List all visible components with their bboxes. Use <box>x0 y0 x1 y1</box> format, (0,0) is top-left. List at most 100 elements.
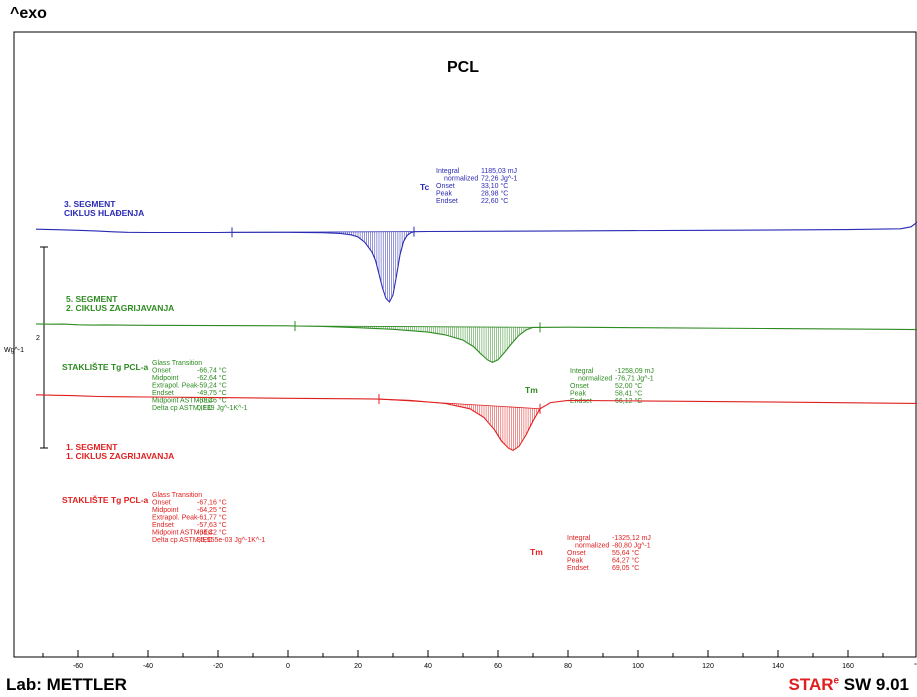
y-axis-label: Wg^-1 <box>4 347 24 354</box>
glass-result-label: Midpoint <box>152 507 179 514</box>
x-tick-label: 20 <box>354 663 362 670</box>
result-label: normalized <box>444 176 478 183</box>
series-line <box>35 221 917 303</box>
star-text: STAR <box>788 675 834 694</box>
segment-label: 1. SEGMENT <box>66 442 118 452</box>
segment-label: 1. CIKLUS ZAGRIJAVANJA <box>66 451 174 461</box>
result-label: Onset <box>436 183 455 190</box>
result-label: Endset <box>436 198 458 205</box>
glass-result-value: -62,64 °C <box>197 374 227 382</box>
result-value: -1258,09 mJ <box>615 368 654 375</box>
chart-title: PCL <box>447 59 479 76</box>
x-tick-label: 40 <box>424 663 432 670</box>
x-tick-label: -40 <box>143 663 153 670</box>
result-value: 69,05 °C <box>612 564 639 572</box>
x-tick-label: 60 <box>494 663 502 670</box>
result-value: 28,98 °C <box>481 190 508 198</box>
result-label: Endset <box>570 398 592 405</box>
plot-frame <box>13 31 917 658</box>
result-label: Integral <box>567 535 591 542</box>
peak-label: Tm <box>530 547 543 557</box>
exo-direction-label: ^exo <box>10 5 47 22</box>
x-tick-label: 80 <box>564 663 572 670</box>
result-label: Endset <box>567 565 589 572</box>
glass-result-value: -49,75 °C <box>197 389 227 397</box>
result-value: 22,60 °C <box>481 197 508 205</box>
integration-baseline <box>294 325 541 328</box>
segment-label: 2. CIKLUS ZAGRIJAVANJA <box>66 303 174 313</box>
result-label: Peak <box>570 391 586 398</box>
y-scale-value: 2 <box>36 335 40 342</box>
result-label: Integral <box>570 368 594 375</box>
peak-label: Tc <box>420 182 430 192</box>
glass-result-value: -66,74 °C <box>197 367 227 375</box>
x-tick-label: 0 <box>286 663 290 670</box>
result-value: 52,00 °C <box>615 382 642 390</box>
integration-baseline <box>231 231 415 233</box>
result-label: Onset <box>570 383 589 390</box>
result-value: 58,41 °C <box>615 390 642 398</box>
glass-result-label: Onset <box>152 500 171 507</box>
result-value: 33,10 °C <box>481 182 508 190</box>
glass-result-label: Endset <box>152 390 174 397</box>
glass-result-label: Midpoint ASTM,IEC <box>152 530 213 537</box>
result-label: Peak <box>436 191 452 198</box>
glass-result-value: -61,77 °C <box>197 514 227 522</box>
peak-label: Tm <box>525 385 538 395</box>
result-label: normalized <box>575 543 609 550</box>
result-label: Onset <box>567 550 586 557</box>
glass-result-label: Onset <box>152 368 171 375</box>
x-tick-label: 160 <box>842 663 854 670</box>
glass-result-label: Extrapol. Peak <box>152 515 198 522</box>
x-tick-label: 120 <box>702 663 714 670</box>
result-value: -1325,12 mJ <box>612 535 651 542</box>
glass-result-value: -59,24 °C <box>197 382 227 390</box>
integration-baseline <box>378 398 541 410</box>
result-value: 64,27 °C <box>612 557 639 565</box>
lab-label: Lab: METTLER <box>6 675 127 694</box>
result-value: 55,64 °C <box>612 549 639 557</box>
glass-result-value: -64,42 °C <box>197 529 227 537</box>
x-tick-label: 140 <box>772 663 784 670</box>
glass-result-value: -64,25 °C <box>197 506 227 514</box>
x-axis: -60 -40 -20 0 20 40 60 80 100 120 140 160 °C <box>42 650 917 670</box>
result-value: 1185,03 mJ <box>481 168 517 175</box>
result-label: normalized <box>578 376 612 383</box>
glass-result-label: Midpoint ASTM,IEC <box>152 398 213 405</box>
glass-result-label: Glass Transition <box>152 492 202 499</box>
software-version: STARe SW 9.01 <box>789 675 910 695</box>
glass-result-value: -57,63 °C <box>197 521 227 529</box>
result-label: Peak <box>567 558 583 565</box>
segment-label: 3. SEGMENT <box>64 199 116 209</box>
result-label: Integral <box>436 168 460 175</box>
segment-label: 5. SEGMENT <box>66 294 118 304</box>
glass-transition-label: STAKLIŠTE Tg PCL-a <box>62 361 149 372</box>
series-line <box>35 394 917 452</box>
y-scale-bar: 2 Wg^-1 <box>4 246 48 449</box>
result-value: 72,26 Jg^-1 <box>481 176 517 183</box>
x-tick-label: -60 <box>73 663 83 670</box>
glass-result-label: Endset <box>152 522 174 529</box>
glass-result-value: -63,46 °C <box>197 397 227 405</box>
glass-result-label: Delta cp ASTM,IEC <box>152 405 212 412</box>
glass-result-label: Extrapol. Peak <box>152 383 198 390</box>
segment-label: CIKLUS HLAĐENJA <box>64 208 144 218</box>
result-value: -76,71 Jg^-1 <box>615 376 654 383</box>
glass-transition-label: STAKLIŠTE Tg PCL-a <box>62 494 149 505</box>
glass-result-label: Delta cp ASTM,IEC <box>152 537 212 544</box>
glass-result-label: Midpoint <box>152 375 179 382</box>
series-line <box>35 323 917 364</box>
glass-result-value: -67,16 °C <box>197 499 227 507</box>
x-tick-label: °C <box>914 662 917 670</box>
x-tick-label: -20 <box>213 663 223 670</box>
star-sup: e <box>833 675 840 687</box>
x-tick-label: 100 <box>632 663 644 670</box>
software-version-text: SW 9.01 <box>839 675 909 694</box>
glass-result-label: Glass Transition <box>152 360 202 367</box>
glass-result-value: 85,955e-03 Jg^-1K^-1 <box>197 537 266 544</box>
